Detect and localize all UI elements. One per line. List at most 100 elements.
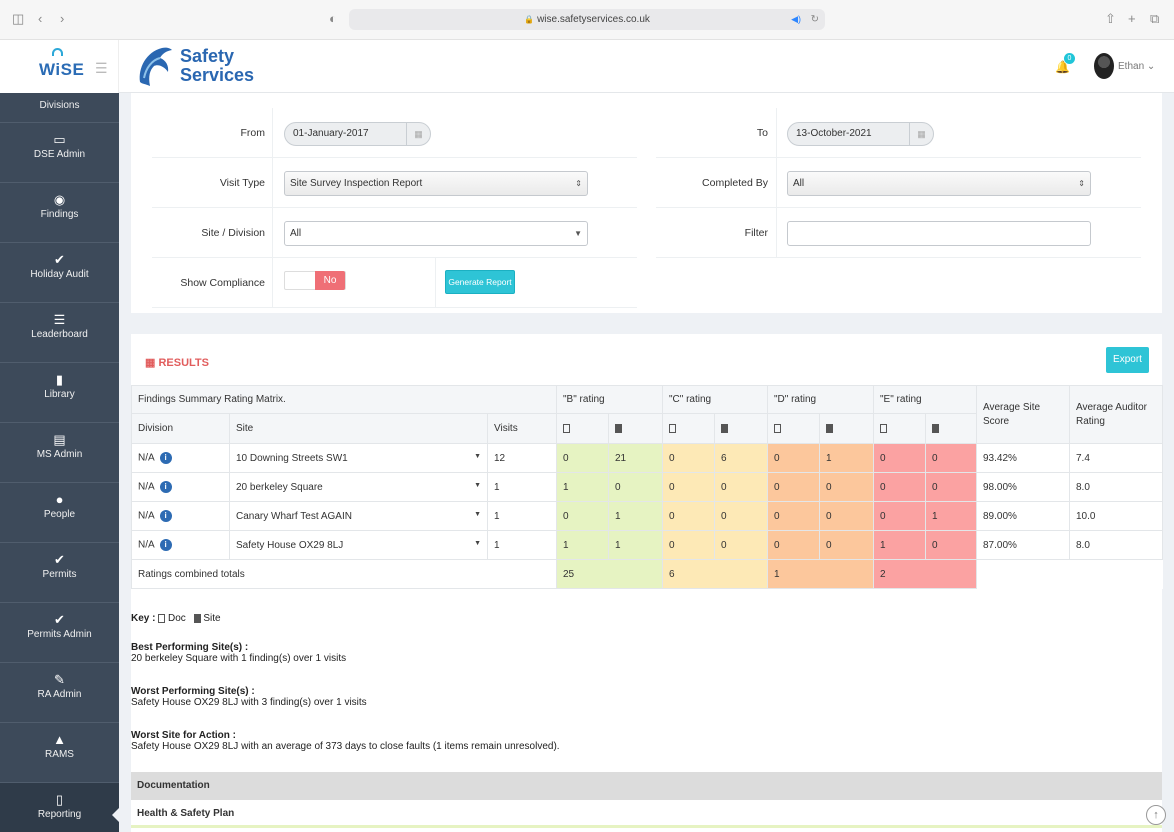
sidebar-toggle-icon[interactable]: ◫ bbox=[12, 11, 25, 26]
sidebar-item-library[interactable]: ▮ Library bbox=[0, 363, 119, 423]
reload-icon[interactable]: ↻ bbox=[810, 14, 819, 25]
info-icon[interactable]: i bbox=[159, 452, 172, 464]
best-site-block: Best Performing Site(s) : 20 berkeley Sq… bbox=[131, 642, 346, 664]
site-division-label: Site / Division bbox=[201, 227, 265, 239]
avg-site-score-header: Average Site Score bbox=[976, 385, 1070, 444]
caret-down-icon[interactable]: ▼ bbox=[474, 539, 481, 547]
sidebar-item-holiday-audit[interactable]: ✔ Holiday Audit bbox=[0, 243, 119, 303]
scroll-to-top-icon[interactable]: ↑ bbox=[1146, 805, 1166, 825]
audio-icon[interactable]: ◀) bbox=[791, 14, 801, 24]
sidebar-item-ms-admin[interactable]: ▤ MS Admin bbox=[0, 423, 119, 483]
c-doc-cell: 0 bbox=[662, 530, 715, 560]
bell-icon[interactable]: 🔔 bbox=[1055, 60, 1070, 74]
b-site-cell: 21 bbox=[608, 443, 663, 473]
header-row: Division Site Visits bbox=[131, 413, 1163, 444]
share-icon[interactable]: ⇧ bbox=[1105, 11, 1116, 26]
worst-site-block: Worst Performing Site(s) : Safety House … bbox=[131, 686, 367, 708]
address-bar[interactable]: 🔒 wise.safetyservices.co.uk ◀) ↻ bbox=[349, 9, 825, 30]
caret-down-icon[interactable]: ▼ bbox=[474, 481, 481, 489]
sidebar-item-label: Library bbox=[44, 389, 75, 400]
show-compliance-toggle[interactable]: No bbox=[284, 271, 346, 290]
new-tab-icon[interactable]: + bbox=[1128, 11, 1136, 26]
avg-auditor-rating-header: Average Auditor Rating bbox=[1069, 385, 1163, 444]
site-division-value: All bbox=[290, 228, 302, 239]
auditor-cell: 8.0 bbox=[1069, 530, 1163, 560]
user-menu[interactable]: Ethan ⌄ bbox=[1118, 61, 1155, 72]
score-cell: 89.00% bbox=[976, 501, 1070, 531]
sidebar-item-ra-admin[interactable]: ✎ RA Admin bbox=[0, 663, 119, 723]
sidebar-item-reporting[interactable]: ▯ Reporting bbox=[0, 783, 119, 832]
pencil-icon: ✎ bbox=[54, 672, 65, 687]
export-button[interactable]: Export bbox=[1106, 347, 1149, 373]
visit-type-label: Visit Type bbox=[219, 177, 265, 189]
check-icon: ✔ bbox=[54, 612, 65, 627]
division-cell: N/A i bbox=[131, 501, 230, 531]
caret-down-icon[interactable]: ▼ bbox=[474, 510, 481, 518]
back-icon[interactable]: ‹ bbox=[38, 11, 43, 26]
e-site-cell: 0 bbox=[925, 472, 977, 502]
chevron-down-icon: ▼ bbox=[574, 229, 582, 238]
tabs-overview-icon[interactable]: ⧉ bbox=[1150, 11, 1160, 26]
caret-down-icon[interactable]: ▼ bbox=[474, 452, 481, 460]
calendar-icon[interactable]: ▦ bbox=[909, 123, 933, 145]
forward-icon[interactable]: › bbox=[60, 11, 65, 26]
label-divider bbox=[272, 108, 273, 308]
sidebar-item-findings[interactable]: ◉ Findings bbox=[0, 183, 119, 243]
from-date-input[interactable]: 01-January-2017 ▦ bbox=[284, 122, 431, 146]
worst-action-block: Worst Site for Action : Safety House OX2… bbox=[131, 730, 560, 752]
check-icon: ✔ bbox=[54, 252, 65, 267]
sidebar-item-dse-admin[interactable]: ▭ DSE Admin bbox=[0, 123, 119, 183]
e-site-cell: 0 bbox=[925, 443, 977, 473]
generate-report-button[interactable]: Generate Report bbox=[445, 270, 515, 294]
completed-by-select[interactable]: All ⇕ bbox=[787, 171, 1091, 196]
to-date-input[interactable]: 13-October-2021 ▦ bbox=[787, 122, 934, 146]
check-icon: ✔ bbox=[54, 552, 65, 567]
division-cell: N/A i bbox=[131, 472, 230, 502]
visit-type-select[interactable]: Site Survey Inspection Report ⇕ bbox=[284, 171, 588, 196]
b-total-cell: 25 bbox=[556, 559, 663, 589]
d-site-cell: 1 bbox=[819, 443, 874, 473]
c-rating-header: "C" rating bbox=[662, 385, 768, 414]
sidebar-item-leaderboard[interactable]: ☰ Leaderboard bbox=[0, 303, 119, 363]
c-doc-cell: 0 bbox=[662, 501, 715, 531]
e-rating-header: "E" rating bbox=[873, 385, 977, 414]
score-cell: 93.42% bbox=[976, 443, 1070, 473]
site-cell[interactable]: Safety House OX29 8LJ ▼ bbox=[229, 530, 488, 560]
url-text: wise.safetyservices.co.uk bbox=[537, 14, 650, 25]
to-date-value: 13-October-2021 bbox=[796, 128, 872, 139]
c-site-cell: 0 bbox=[714, 472, 768, 502]
best-site-title: Best Performing Site(s) : bbox=[131, 642, 249, 653]
avatar[interactable] bbox=[1094, 53, 1114, 79]
sidebar-item-permits[interactable]: ✔ Permits bbox=[0, 543, 119, 603]
sidebar-item-rams[interactable]: ▲ RAMS bbox=[0, 723, 119, 783]
info-icon[interactable]: i bbox=[159, 481, 172, 493]
key-label: Key : bbox=[131, 613, 156, 624]
sidebar-item-label: People bbox=[43, 509, 76, 520]
e-doc-cell: 0 bbox=[873, 443, 926, 473]
d-site-cell: 0 bbox=[819, 472, 874, 502]
auditor-cell: 8.0 bbox=[1069, 472, 1163, 502]
site-name: Canary Wharf Test AGAIN bbox=[236, 510, 352, 522]
table-icon: ▦ bbox=[145, 357, 156, 369]
wifi-icon bbox=[52, 48, 63, 56]
privacy-shield-icon[interactable]: ◐ bbox=[329, 11, 337, 26]
wise-logo[interactable]: WiSE bbox=[39, 60, 85, 79]
info-icon[interactable]: i bbox=[159, 510, 172, 522]
filter-input[interactable] bbox=[787, 221, 1091, 246]
monitor-icon: ▭ bbox=[53, 132, 66, 147]
menu-toggle-icon[interactable]: ☰ bbox=[95, 60, 108, 76]
site-name: 10 Downing Streets SW1 bbox=[236, 452, 348, 464]
sidebar-item-divisions[interactable]: ▀ Divisions bbox=[0, 93, 119, 123]
calendar-icon[interactable]: ▦ bbox=[406, 123, 430, 145]
site-cell[interactable]: Canary Wharf Test AGAIN ▼ bbox=[229, 501, 488, 531]
sidebar-item-permits-admin[interactable]: ✔ Permits Admin bbox=[0, 603, 119, 663]
site-cell[interactable]: 20 berkeley Square ▼ bbox=[229, 472, 488, 502]
health-safety-plan-row[interactable]: Health & Safety Plan bbox=[131, 800, 1162, 828]
doc-icon bbox=[767, 413, 820, 444]
sidebar-item-people[interactable]: ● People bbox=[0, 483, 119, 543]
site-division-select[interactable]: All ▼ bbox=[284, 221, 588, 246]
info-icon[interactable]: i bbox=[159, 539, 172, 551]
site-cell[interactable]: 10 Downing Streets SW1 ▼ bbox=[229, 443, 488, 473]
sidebar-item-label: DSE Admin bbox=[33, 149, 86, 160]
visits-header: Visits bbox=[487, 413, 557, 444]
